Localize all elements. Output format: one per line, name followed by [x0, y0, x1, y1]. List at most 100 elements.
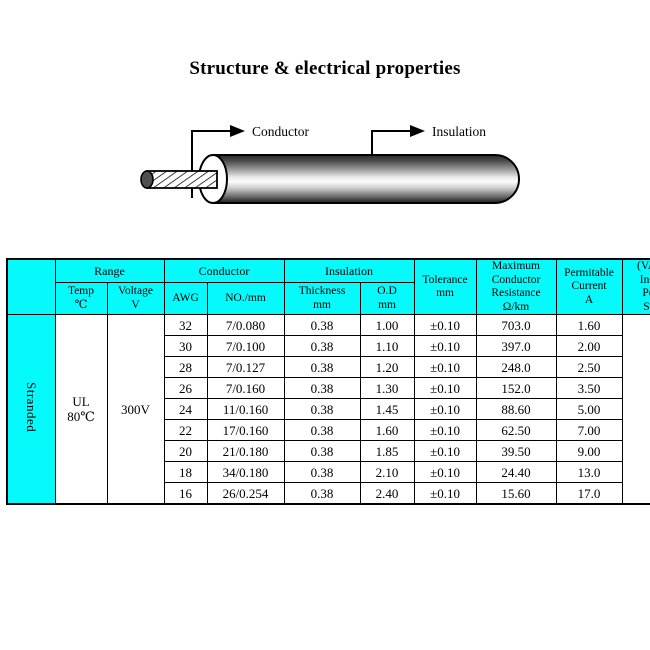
cell-conductor-type: Stranded [6, 314, 56, 505]
cell-tolerance: ±0.10 [413, 356, 477, 379]
header-row-groups: Range Conductor Insulation Tolerance mm … [6, 258, 650, 316]
cell-tolerance: ±0.10 [413, 461, 477, 484]
cell-resistance: 39.50 [475, 440, 557, 463]
header-tolerance-line2: mm [436, 287, 454, 300]
header-current-line3: A [584, 293, 594, 306]
table-row: 16 26/0.254 0.38 2.40 ±0.10 15.60 17.0 [7, 482, 650, 505]
cell-temp-rating: UL 80℃ [54, 314, 108, 505]
header-group-insulation: Insulation [283, 258, 415, 283]
cell-tolerance: ±0.10 [413, 377, 477, 400]
cell-current: 2.00 [555, 335, 623, 358]
cell-no-mm: 34/0.180 [206, 461, 285, 484]
cell-no-mm: 7/0.080 [206, 314, 285, 337]
cell-current: 9.00 [555, 440, 623, 463]
cell-tolerance: ±0.10 [413, 482, 477, 505]
cell-resistance: 15.60 [475, 482, 557, 505]
header-od: O.D mm [359, 281, 415, 316]
cell-no-mm: 7/0.127 [206, 356, 285, 379]
cell-thickness: 0.38 [283, 398, 361, 421]
cell-no-mm: 7/0.100 [206, 335, 285, 358]
cell-resistance: 248.0 [475, 356, 557, 379]
cell-current: 1.60 [555, 314, 623, 337]
table-row: 26 7/0.160 0.38 1.30 ±0.10 152.0 3.50 [7, 377, 650, 400]
cell-resistance: 88.60 [475, 398, 557, 421]
header-awg: AWG [163, 281, 208, 316]
header-thickness-line1: Thickness [298, 285, 346, 298]
header-thickness-line2: mm [313, 298, 331, 311]
cell-awg: 32 [163, 314, 208, 337]
header-potential-line1: (VAC/min) [636, 260, 650, 272]
cell-insulation-potential [621, 314, 650, 505]
cell-no-mm: 11/0.160 [206, 398, 285, 421]
header-tolerance-line1: Tolerance [422, 273, 468, 286]
conductor-core [146, 170, 218, 189]
table-row: 30 7/0.100 0.38 1.10 ±0.10 397.0 2.00 [7, 335, 650, 358]
cell-awg: 22 [163, 419, 208, 442]
header-voltage: Voltage V [106, 281, 165, 316]
cell-awg: 16 [163, 482, 208, 505]
cell-resistance: 62.50 [475, 419, 557, 442]
conductor-label: Conductor [252, 124, 309, 139]
header-permitable-current: Permitable Current A [555, 258, 623, 316]
header-thickness: Thickness mm [283, 281, 361, 316]
cell-current: 5.00 [555, 398, 623, 421]
cell-thickness: 0.38 [283, 440, 361, 463]
header-max-resistance: Maximum Conductor Resistance Ω/km [475, 258, 557, 316]
cell-resistance: 397.0 [475, 335, 557, 358]
header-tolerance: Tolerance mm [413, 258, 477, 316]
cell-current: 3.50 [555, 377, 623, 400]
cell-thickness: 0.38 [283, 335, 361, 358]
cell-no-mm: 21/0.180 [206, 440, 285, 463]
table-row: 22 17/0.160 0.38 1.60 ±0.10 62.50 7.00 [7, 419, 650, 442]
header-type-blank [6, 258, 56, 316]
cell-current: 2.50 [555, 356, 623, 379]
conductor-type-label: Stranded [23, 382, 39, 433]
header-insulation-potential: (VAC/min) Insulation Potential Strength [621, 258, 650, 316]
header-temp-line2: ℃ [74, 298, 88, 311]
cell-current: 13.0 [555, 461, 623, 484]
cell-thickness: 0.38 [283, 356, 361, 379]
table-body: Stranded UL 80℃ 300V 32 7/0.080 0.38 1.0… [6, 314, 650, 505]
header-resistance-line3: Resistance [491, 287, 541, 300]
cell-tolerance: ±0.10 [413, 335, 477, 358]
cell-od: 2.10 [359, 461, 415, 484]
header-row-subcolumns: Temp ℃ Voltage V AWG NO./mm Thickness mm… [7, 281, 650, 316]
cell-current: 17.0 [555, 482, 623, 505]
conductor-end-cap [140, 170, 154, 189]
table-row: Stranded UL 80℃ 300V 32 7/0.080 0.38 1.0… [6, 314, 650, 505]
table-row: 24 11/0.160 0.38 1.45 ±0.10 88.60 5.00 [7, 398, 650, 421]
cell-od: 2.40 [359, 482, 415, 505]
header-group-range: Range [54, 258, 165, 283]
table-header: Range Conductor Insulation Tolerance mm … [6, 258, 650, 316]
wire-diagram-svg: Conductor Insulation [140, 124, 520, 204]
cell-thickness: 0.38 [283, 461, 361, 484]
insulation-jacket [212, 154, 520, 204]
cell-thickness: 0.38 [283, 482, 361, 505]
header-temp: Temp ℃ [54, 281, 108, 316]
header-current-line1: Permitable [564, 266, 614, 279]
cell-no-mm: 17/0.160 [206, 419, 285, 442]
header-resistance-line4: Ω/km [502, 300, 530, 313]
cell-tolerance: ±0.10 [413, 440, 477, 463]
temp-rating-line2: 80℃ [67, 409, 95, 425]
cell-tolerance: ±0.10 [413, 314, 477, 337]
header-current-line2: Current [571, 280, 607, 293]
cell-thickness: 0.38 [283, 377, 361, 400]
cell-tolerance: ±0.10 [413, 419, 477, 442]
wire-structure-diagram: Conductor Insulation [135, 105, 535, 215]
cell-od: 1.30 [359, 377, 415, 400]
header-temp-line1: Temp [67, 285, 95, 298]
header-resistance-line2: Conductor [491, 273, 541, 286]
cell-resistance: 24.40 [475, 461, 557, 484]
cell-od: 1.20 [359, 356, 415, 379]
cell-awg: 24 [163, 398, 208, 421]
cell-od: 1.45 [359, 398, 415, 421]
header-voltage-line1: Voltage [118, 285, 153, 298]
cell-awg: 26 [163, 377, 208, 400]
cell-awg: 30 [163, 335, 208, 358]
cell-resistance: 703.0 [475, 314, 557, 337]
cell-awg: 28 [163, 356, 208, 379]
cell-thickness: 0.38 [283, 314, 361, 337]
table-row: 18 34/0.180 0.38 2.10 ±0.10 24.40 13.0 [7, 461, 650, 484]
temp-rating-line1: UL [72, 393, 90, 409]
